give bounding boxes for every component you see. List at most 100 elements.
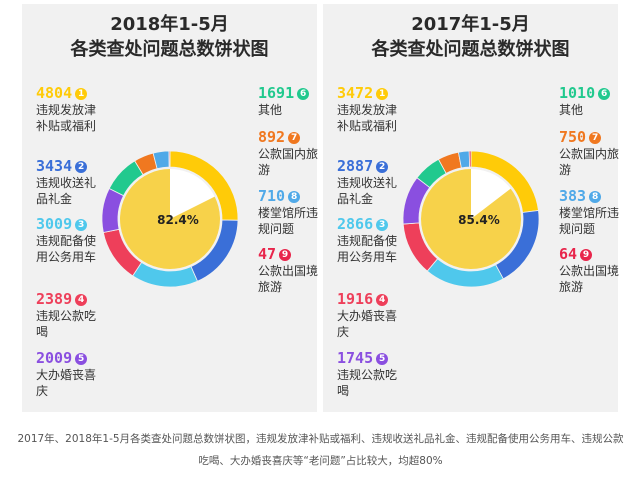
value-text: 383	[559, 187, 587, 205]
highlight-wedge	[421, 169, 521, 269]
slice-label: 违规发放津补贴或福利	[36, 103, 97, 133]
slice-label: 违规收送礼品礼金	[337, 176, 398, 206]
index-badge: 7	[288, 132, 301, 144]
slice-value: 2866 3	[337, 215, 427, 233]
legend-item: 750 7 公款国内旅游	[559, 128, 641, 178]
slice-value: 2389 4	[36, 290, 126, 308]
legend-item: 383 8 楼堂馆所违规问题	[559, 187, 641, 237]
legend-item: 64 9 公款出国境旅游	[559, 245, 641, 295]
center-percent: 82.4%	[157, 213, 199, 227]
legend-item: 2009 5 大办婚丧喜庆	[36, 349, 126, 399]
slice-label: 公款国内旅游	[559, 147, 620, 177]
value-text: 1916	[337, 290, 374, 308]
chart-subtitle: 各类查处问题总数饼状图	[70, 39, 269, 60]
value-text: 47	[258, 245, 277, 263]
legend-item: 4804 1 违规发放津补贴或福利	[36, 84, 126, 134]
slice-label: 违规配备使用公务用车	[36, 234, 97, 264]
figure-caption: 2017年、2018年1-5月各类查处问题总数饼状图，违规发放津补贴或福利、违规…	[17, 433, 624, 467]
slice-value: 2009 5	[36, 349, 126, 367]
slice-value: 3472 1	[337, 84, 427, 102]
legend-item: 892 7 公款国内旅游	[258, 128, 348, 178]
index-badge: 8	[288, 191, 301, 203]
index-badge: 1	[75, 88, 88, 100]
index-badge: 8	[589, 191, 602, 203]
slice-value: 2887 2	[337, 157, 427, 175]
slice-value: 4804 1	[36, 84, 126, 102]
slice-label: 违规公款吃喝	[337, 368, 398, 398]
donut-slice	[101, 187, 125, 233]
index-badge: 1	[376, 88, 389, 100]
donut-chart: 85.4%	[401, 149, 541, 289]
slice-label: 公款出国境旅游	[258, 264, 319, 294]
pie-panel-2018: 2018年1-5月 各类查处问题总数饼状图 4804 1 违规发放津补贴或福利 343…	[22, 4, 318, 412]
legend-item: 1010 6 其他	[559, 84, 641, 118]
slice-label: 大办婚丧喜庆	[337, 309, 398, 339]
slice-label: 楼堂馆所违规问题	[559, 206, 620, 236]
slice-label: 违规发放津补贴或福利	[337, 103, 398, 133]
slice-value: 892 7	[258, 128, 348, 146]
legend-item: 1745 5 违规公款吃喝	[337, 349, 427, 399]
slice-label: 违规公款吃喝	[36, 309, 97, 339]
index-badge: 2	[376, 161, 389, 173]
slice-value: 64 9	[559, 245, 641, 263]
slice-label: 其他	[559, 103, 584, 117]
index-badge: 7	[589, 132, 602, 144]
value-text: 1745	[337, 349, 374, 367]
index-badge: 6	[598, 88, 611, 100]
slice-label: 违规收送礼品礼金	[36, 176, 97, 206]
donut-svg: 82.4%	[101, 150, 239, 288]
legend-item: 3472 1 违规发放津补贴或福利	[337, 84, 427, 134]
center-percent: 85.4%	[458, 213, 500, 227]
value-text: 2389	[36, 290, 73, 308]
slice-label: 违规配备使用公务用车	[337, 234, 398, 264]
slice-value: 1010 6	[559, 84, 641, 102]
legend-item: 2887 2 违规收送礼品礼金	[337, 157, 427, 207]
index-badge: 2	[75, 161, 88, 173]
legend-item: 2866 3 违规配备使用公务用车	[337, 215, 427, 265]
chart-title: 2017年1-5月	[411, 14, 530, 35]
slice-value: 1691 6	[258, 84, 348, 102]
value-text: 3009	[36, 215, 73, 233]
slice-value: 1916 4	[337, 290, 427, 308]
value-text: 710	[258, 187, 286, 205]
highlight-wedge	[119, 169, 220, 269]
slice-value: 3434 2	[36, 157, 126, 175]
slice-value: 1745 5	[337, 349, 427, 367]
legend-item: 3434 2 违规收送礼品礼金	[36, 157, 126, 207]
index-badge: 5	[376, 353, 389, 365]
value-text: 3434	[36, 157, 73, 175]
slice-label: 大办婚丧喜庆	[36, 368, 97, 398]
value-text: 750	[559, 128, 587, 146]
slice-label: 公款国内旅游	[258, 147, 319, 177]
chart-subtitle: 各类查处问题总数饼状图	[371, 39, 570, 60]
value-text: 2866	[337, 215, 374, 233]
index-badge: 4	[376, 294, 389, 306]
index-badge: 5	[75, 353, 88, 365]
index-badge: 9	[580, 249, 593, 261]
value-text: 4804	[36, 84, 73, 102]
chart-title: 2018年1-5月	[110, 14, 229, 35]
donut-slice	[168, 150, 171, 168]
legend-item: 710 8 楼堂馆所违规问题	[258, 187, 348, 237]
slice-value: 3009 3	[36, 215, 126, 233]
donut-svg: 85.4%	[402, 150, 540, 288]
slice-value: 383 8	[559, 187, 641, 205]
panel-title: 2018年1-5月 各类查处问题总数饼状图	[22, 12, 317, 62]
value-text: 892	[258, 128, 286, 146]
legend-item: 47 9 公款出国境旅游	[258, 245, 348, 295]
slice-value: 750 7	[559, 128, 641, 146]
value-text: 3472	[337, 84, 374, 102]
index-badge: 3	[75, 219, 88, 231]
legend-item: 1916 4 大办婚丧喜庆	[337, 290, 427, 340]
slice-value: 710 8	[258, 187, 348, 205]
slice-label: 楼堂馆所违规问题	[258, 206, 319, 236]
value-text: 2009	[36, 349, 73, 367]
donut-slice	[468, 150, 472, 168]
index-badge: 4	[75, 294, 88, 306]
value-text: 64	[559, 245, 578, 263]
value-text: 1010	[559, 84, 596, 102]
pie-panel-2017: 2017年1-5月 各类查处问题总数饼状图 3472 1 违规发放津补贴或福利 288…	[323, 4, 619, 412]
index-badge: 6	[297, 88, 310, 100]
value-text: 1691	[258, 84, 295, 102]
legend-item: 2389 4 违规公款吃喝	[36, 290, 126, 340]
